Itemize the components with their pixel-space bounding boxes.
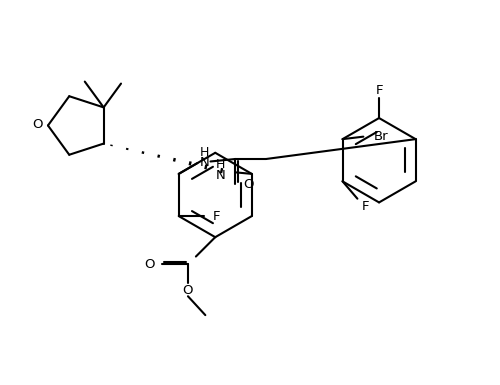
Text: O: O [182,284,193,297]
Text: H: H [216,159,225,171]
Text: N: N [200,156,209,169]
Text: F: F [376,84,383,97]
Text: H: H [200,146,209,159]
Text: O: O [243,178,254,191]
Text: F: F [213,209,220,223]
Text: N: N [216,169,226,182]
Text: Br: Br [374,130,388,143]
Text: F: F [362,200,369,213]
Text: O: O [32,118,42,131]
Text: O: O [144,258,154,271]
